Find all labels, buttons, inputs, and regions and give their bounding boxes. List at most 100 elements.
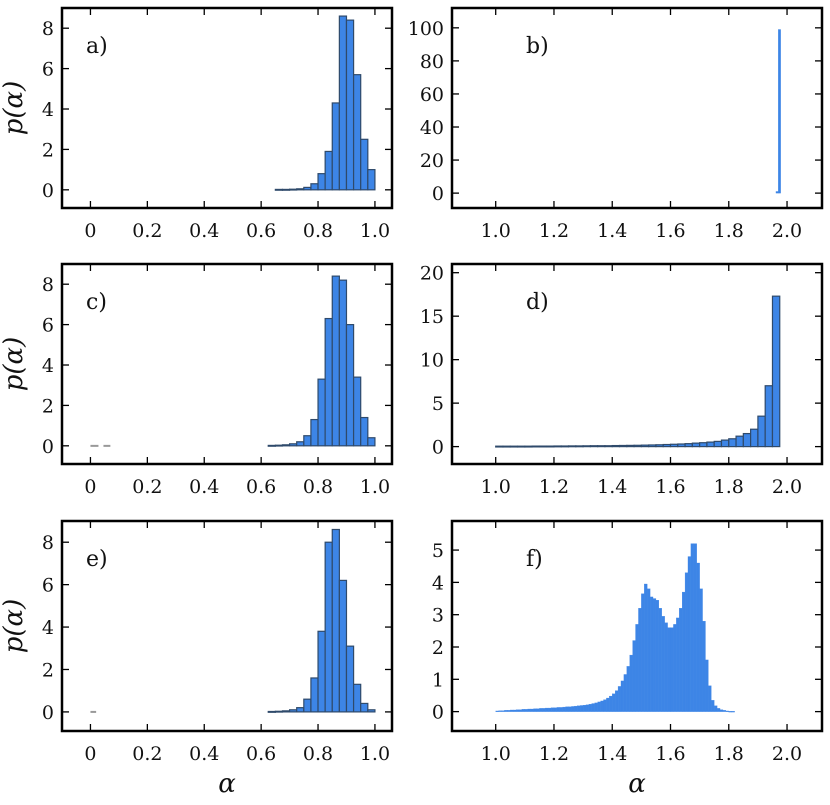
x-tick-label: 1.4 xyxy=(597,743,627,765)
bar xyxy=(626,444,635,448)
bar xyxy=(509,445,519,448)
y-tick-label: 10 xyxy=(420,350,444,372)
bar xyxy=(567,445,577,448)
bar xyxy=(303,435,312,447)
x-tick-label: 0.6 xyxy=(246,220,276,242)
x-tick-label: 1.4 xyxy=(597,220,627,242)
bar xyxy=(742,432,752,448)
x-tick-label: 1.0 xyxy=(481,743,511,765)
x-tick-label: 0.4 xyxy=(189,476,219,498)
x-tick-label: 0.2 xyxy=(132,743,162,765)
bar xyxy=(771,295,781,448)
bar xyxy=(693,543,697,712)
bar xyxy=(556,707,560,712)
x-tick-label: 1.2 xyxy=(539,476,569,498)
bar xyxy=(310,418,319,447)
y-tick-label: 20 xyxy=(420,150,444,172)
bar xyxy=(367,437,376,447)
bar xyxy=(352,74,362,191)
bar xyxy=(699,442,708,448)
bar xyxy=(288,709,298,713)
bar xyxy=(690,543,694,712)
panel-c: 0 0.2 0.4 0.6 0.8 1.0 0 2 4 6 8 c) p(α) xyxy=(0,262,394,498)
bar xyxy=(310,677,319,713)
bars-f xyxy=(495,543,735,713)
bar xyxy=(495,445,504,448)
bar xyxy=(580,705,584,712)
y-tick-label: 2 xyxy=(432,637,444,659)
bar xyxy=(367,709,376,713)
bar xyxy=(778,29,781,194)
bar xyxy=(603,699,607,712)
bar xyxy=(691,442,701,448)
bar xyxy=(662,443,672,448)
bar xyxy=(530,708,534,712)
x-tick-label: 1.8 xyxy=(714,476,744,498)
x-tick-label: 1.0 xyxy=(360,476,390,498)
bar xyxy=(317,378,326,447)
bar xyxy=(706,441,715,448)
panel-label: f) xyxy=(526,547,543,572)
bar xyxy=(560,445,570,448)
bar xyxy=(705,659,709,712)
bar xyxy=(612,693,616,712)
bar xyxy=(502,445,511,448)
axes-frame xyxy=(450,6,824,210)
bar xyxy=(677,443,686,448)
bar xyxy=(582,705,587,712)
bar xyxy=(713,440,723,448)
bar xyxy=(604,445,613,448)
bar xyxy=(510,709,514,712)
bar xyxy=(568,706,572,712)
bar xyxy=(728,711,732,713)
bar xyxy=(638,608,642,712)
bar xyxy=(609,695,613,712)
bar xyxy=(626,666,630,712)
bar xyxy=(687,556,692,712)
x-tick-label: 0.6 xyxy=(246,743,276,765)
x-tick-label: 0.8 xyxy=(303,476,333,498)
x-tick-label: 1.6 xyxy=(655,476,685,498)
bar xyxy=(600,700,604,712)
bar xyxy=(716,708,721,712)
bar xyxy=(655,444,664,448)
bar xyxy=(507,710,511,712)
y-axis-label: p(α) xyxy=(0,599,29,654)
bar xyxy=(731,711,735,713)
bar xyxy=(501,710,505,712)
x-tick-label: 1.0 xyxy=(360,743,390,765)
bar xyxy=(655,600,660,712)
y-tick-label: 8 xyxy=(42,274,54,296)
bar xyxy=(562,706,566,712)
bar xyxy=(547,707,552,712)
bar xyxy=(719,709,724,712)
y-tick-label: 100 xyxy=(408,18,444,40)
x-tick-label: 2.0 xyxy=(772,476,802,498)
bar xyxy=(577,705,581,712)
y-tick-label: 6 xyxy=(42,315,54,337)
bar xyxy=(345,645,355,713)
bar xyxy=(670,627,674,712)
bar xyxy=(352,683,362,713)
bar xyxy=(360,138,369,191)
bar xyxy=(281,444,291,447)
bar xyxy=(498,710,502,712)
bar xyxy=(281,188,291,191)
axes-frame xyxy=(450,519,824,733)
bar xyxy=(565,706,569,712)
bar xyxy=(615,690,619,712)
bar xyxy=(684,572,689,712)
panel-label: b) xyxy=(526,34,549,59)
bar xyxy=(553,445,562,448)
bar xyxy=(324,541,333,713)
y-tick-label: 8 xyxy=(42,532,54,554)
bar xyxy=(360,416,369,447)
bar xyxy=(504,710,508,712)
bar xyxy=(661,616,665,712)
bar xyxy=(632,640,636,712)
y-tick-label: 1 xyxy=(432,669,444,691)
bar xyxy=(667,627,671,712)
bar xyxy=(303,186,312,191)
y-tick-label: 60 xyxy=(420,84,444,106)
x-tick-label: 1.2 xyxy=(539,743,569,765)
